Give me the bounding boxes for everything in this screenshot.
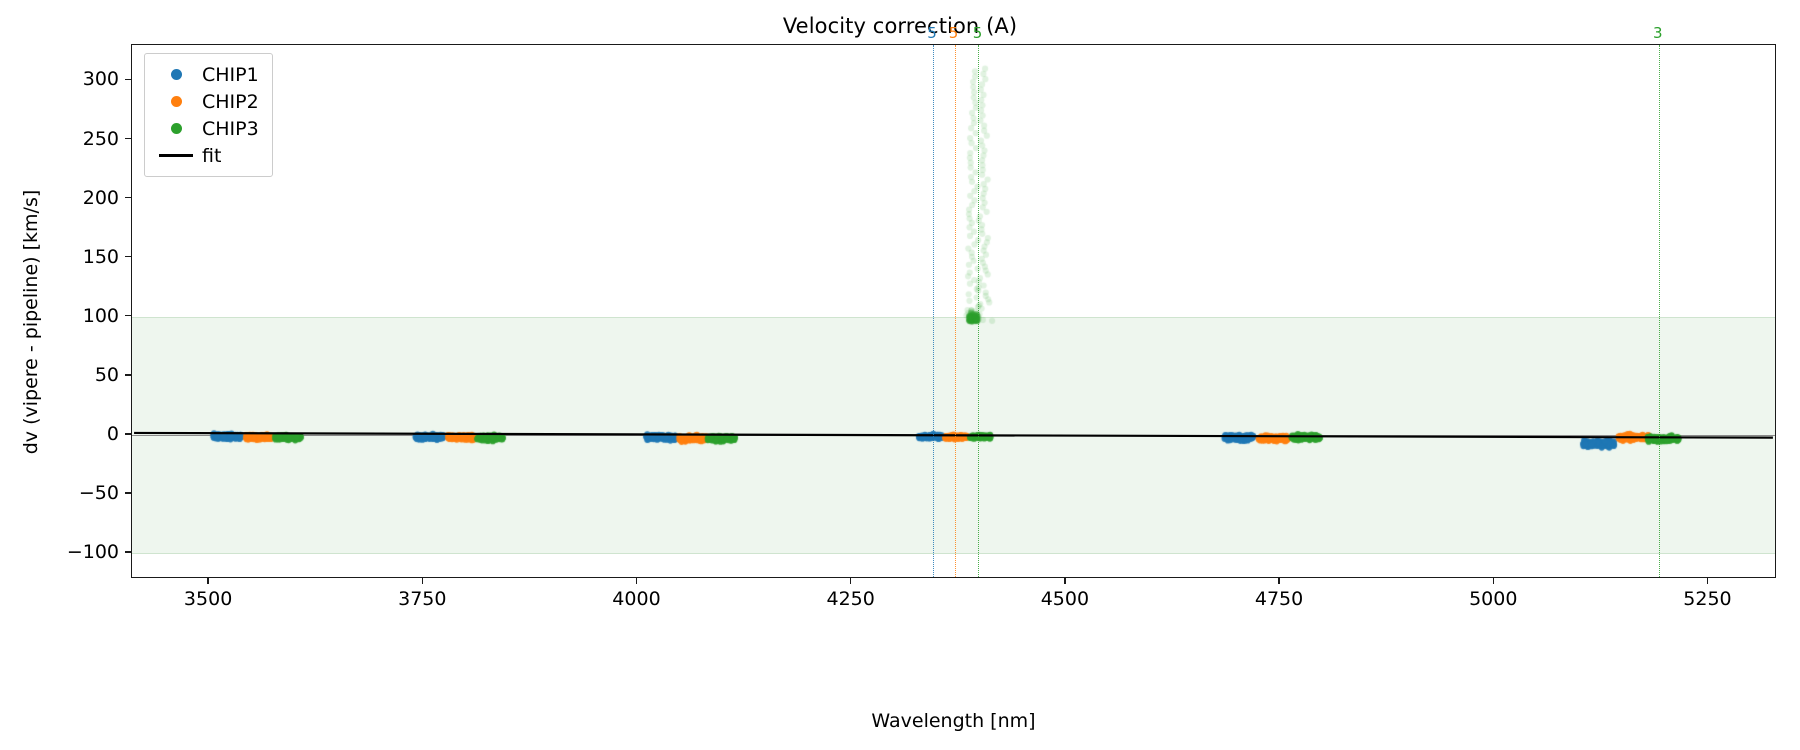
y-tick-mark xyxy=(125,374,131,376)
legend-label: fit xyxy=(202,144,222,167)
vertical-marker-line-2 xyxy=(978,45,980,577)
legend: CHIP1 CHIP2 CHIP3 fit xyxy=(144,53,273,177)
x-tick-mark xyxy=(421,578,424,584)
plot-axes xyxy=(131,44,1776,578)
y-tick-label: 50 xyxy=(94,363,119,386)
x-tick-mark xyxy=(1278,578,1280,584)
x-tick-label: 4250 xyxy=(826,588,875,610)
y-tick-mark xyxy=(125,492,131,494)
x-tick-mark xyxy=(207,578,209,584)
legend-dot-icon xyxy=(154,96,198,107)
x-tick-mark xyxy=(1064,578,1066,584)
y-tick-mark xyxy=(125,433,131,435)
x-tick-mark xyxy=(1492,578,1495,584)
y-tick-label: 100 xyxy=(82,304,119,327)
y-tick-label: 300 xyxy=(82,68,119,91)
vertical-marker-label-2: 5 xyxy=(972,24,983,42)
y-tick-mark xyxy=(125,78,131,81)
legend-item-chip1[interactable]: CHIP1 xyxy=(154,61,259,88)
legend-dot-icon xyxy=(154,69,198,80)
vertical-marker-label-3: 3 xyxy=(1652,24,1663,42)
x-tick-label: 5250 xyxy=(1683,588,1732,610)
legend-label: CHIP3 xyxy=(202,117,259,140)
x-tick-label: 3500 xyxy=(183,588,233,610)
vertical-marker-label-1: 5 xyxy=(948,24,959,42)
y-tick-mark xyxy=(125,551,131,553)
legend-label: CHIP1 xyxy=(202,63,259,86)
x-axis-label: Wavelength [nm] xyxy=(871,710,1036,732)
y-tick-label: 0 xyxy=(106,422,119,445)
y-tick-mark xyxy=(125,314,131,317)
vertical-marker-line-0 xyxy=(933,45,935,577)
y-tick-label: −50 xyxy=(78,481,119,504)
fit-line xyxy=(134,431,1773,439)
legend-item-fit[interactable]: fit xyxy=(154,142,259,169)
legend-item-chip3[interactable]: CHIP3 xyxy=(154,115,259,142)
legend-dot-icon xyxy=(154,123,198,134)
legend-label: CHIP2 xyxy=(202,90,259,113)
y-axis-label: dv (vipere - pipeline) [km/s] xyxy=(20,189,42,455)
x-tick-label: 4500 xyxy=(1040,588,1090,610)
x-tick-label: 4750 xyxy=(1254,588,1304,610)
y-tick-label: −100 xyxy=(66,541,119,563)
y-tick-mark xyxy=(125,137,131,140)
y-tick-label: 200 xyxy=(82,186,119,209)
x-tick-mark xyxy=(849,578,852,584)
legend-item-chip2[interactable]: CHIP2 xyxy=(154,88,259,115)
y-tick-label: 250 xyxy=(82,127,119,150)
x-tick-label: 4000 xyxy=(612,588,661,610)
y-tick-mark xyxy=(125,196,131,199)
y-tick-mark xyxy=(125,255,131,258)
x-tick-label: 5000 xyxy=(1469,588,1518,610)
y-tick-label: 150 xyxy=(82,245,119,268)
x-tick-label: 3750 xyxy=(398,588,447,610)
scatter-points-canvas xyxy=(132,45,1775,577)
chart-title: Velocity correction (A) xyxy=(782,14,1018,38)
x-tick-mark xyxy=(1706,578,1709,584)
vertical-marker-line-3 xyxy=(1658,45,1660,577)
vertical-marker-line-1 xyxy=(954,45,956,577)
vertical-marker-label-0: 5 xyxy=(927,24,937,42)
x-tick-mark xyxy=(635,578,638,584)
legend-line-icon xyxy=(154,154,198,157)
